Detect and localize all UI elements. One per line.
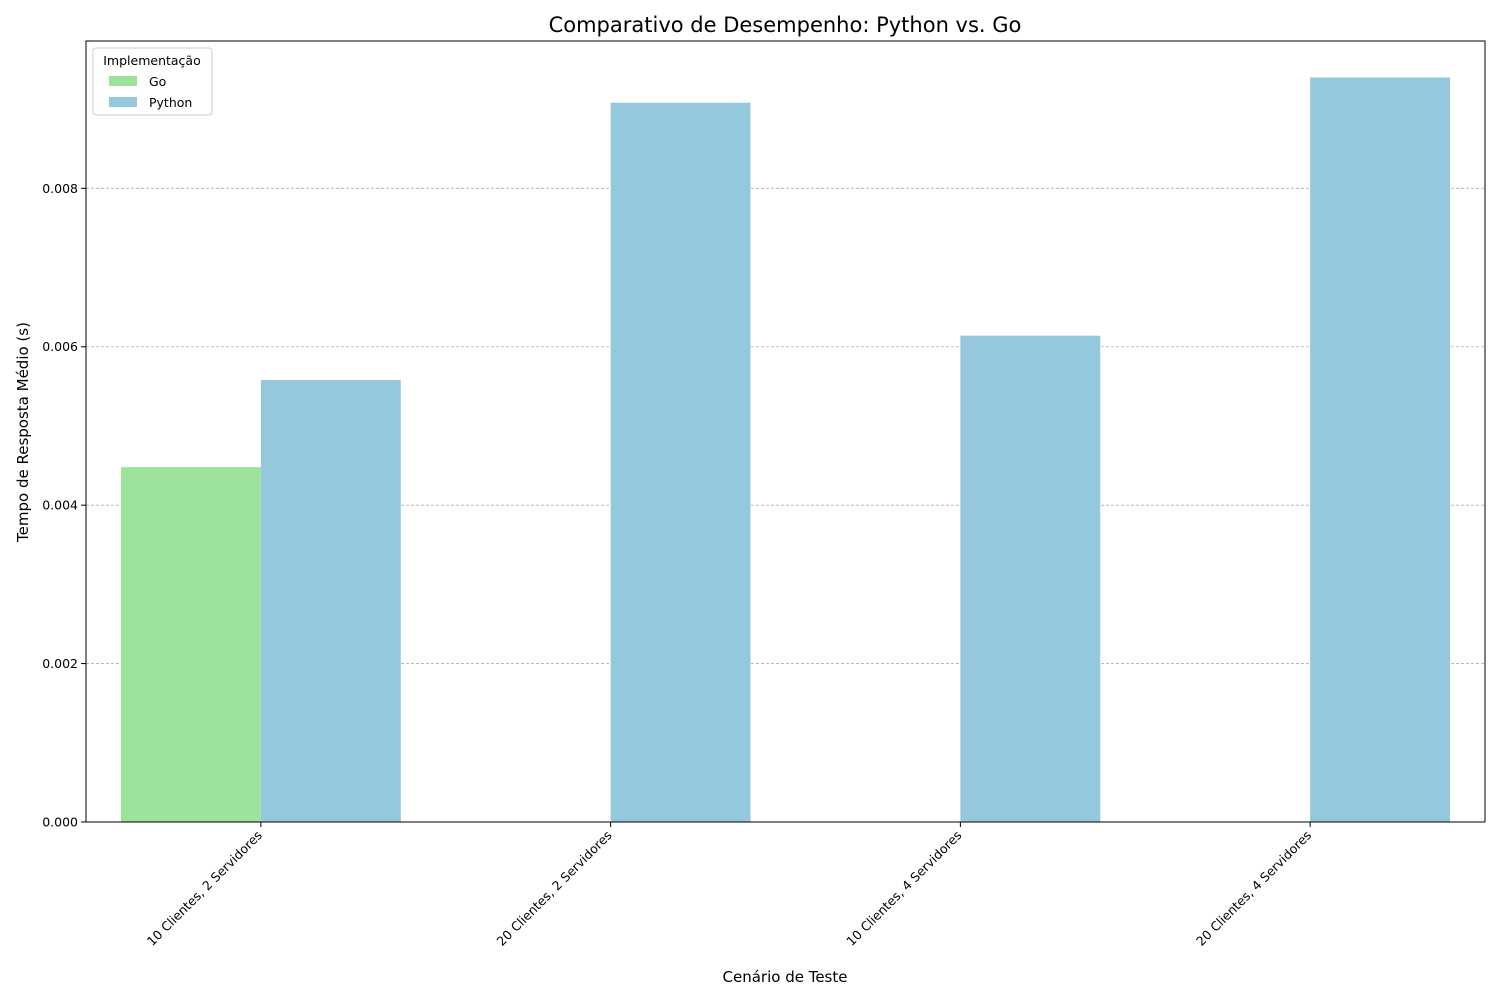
bar-python-0 — [260, 380, 401, 822]
y-tick-label: 0.004 — [42, 498, 78, 513]
bars — [120, 77, 1451, 823]
bar-python-2 — [960, 335, 1101, 822]
y-tick-label: 0.008 — [42, 181, 78, 196]
grid-lines — [86, 187, 1485, 664]
bar-python-1 — [610, 102, 751, 822]
x-axis-label: Cenário de Teste — [723, 968, 848, 986]
y-tick-label: 0.002 — [42, 656, 78, 671]
bar-go-0 — [120, 467, 261, 822]
y-axis: 0.000 0.002 0.004 0.006 0.008 — [42, 181, 86, 830]
legend-swatch-go — [109, 76, 137, 86]
legend-label-python: Python — [149, 95, 192, 110]
bar-python-3 — [1310, 77, 1451, 823]
legend: Implementação Go Python — [92, 47, 213, 116]
legend-label-go: Go — [149, 74, 166, 89]
y-tick-label: 0.000 — [42, 815, 78, 830]
plot-frame — [85, 40, 1486, 823]
y-axis-label: Tempo de Resposta Médio (s) — [14, 322, 32, 543]
legend-swatch-python — [109, 97, 137, 107]
chart-title: Comparativo de Desempenho: Python vs. Go — [549, 13, 1022, 37]
legend-title: Implementação — [103, 53, 201, 68]
y-tick-label: 0.006 — [42, 339, 78, 354]
